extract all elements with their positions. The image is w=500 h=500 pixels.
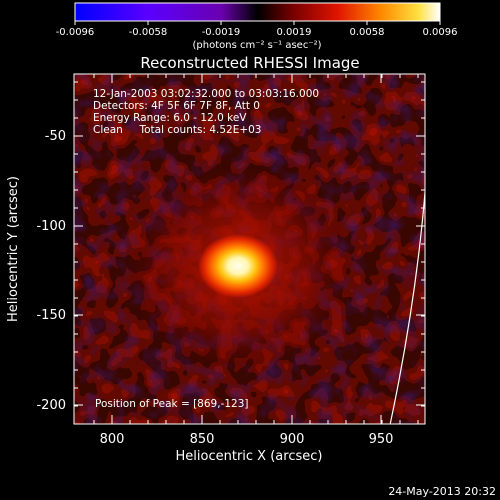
info-clean-counts: Clean Total counts: 4.52E+03 [93,124,262,136]
colorbar-tick-label: -0.0096 [56,27,95,38]
colorbar-tick-label: 0.0058 [350,27,385,38]
plot-title: Reconstructed RHESSI Image [140,54,359,72]
axis-ticks [74,74,425,424]
rhessi-image [74,74,425,424]
timestamp: 24-May-2013 20:32 [388,485,496,498]
x-axis-title: Heliocentric X (arcsec) [176,449,323,464]
peak-position-label: Position of Peak = [869,-123] [95,398,249,410]
info-detectors: Detectors: 4F 5F 6F 7F 8F, Att 0 [93,100,260,112]
y-tick-label: -50 [45,129,66,144]
y-axis-title: Heliocentric Y (arcsec) [6,176,21,322]
colorbar-frame [74,2,441,22]
y-tick-label: -150 [36,308,66,323]
colorbar-tick-label: 0.0019 [277,27,312,38]
y-tick-label: -100 [36,219,66,234]
info-energy-range: Energy Range: 6.0 - 12.0 keV [93,112,247,124]
flare-source [198,234,278,298]
y-tick-label: -200 [36,398,66,413]
colorbar-units-label: (photons cm⁻² s⁻¹ asec⁻²) [192,40,321,51]
colorbar-tick-label: -0.0058 [129,27,168,38]
x-tick-label: 800 [100,432,125,447]
colorbar-tick-label: 0.0096 [423,27,458,38]
plot-frame [73,73,426,425]
x-tick-label: 950 [369,432,394,447]
colorbar [75,3,440,21]
colorbar-ticks: -0.0096 -0.0058 -0.0019 0.0019 0.0058 0.0096 [56,21,458,38]
solar-limb-line [389,185,425,424]
colorbar-tick-label: -0.0019 [202,27,241,38]
x-tick-label: 900 [280,432,305,447]
info-time-range: 12-Jan-2003 03:02:32.000 to 03:03:16.000 [93,88,319,100]
x-tick-label: 850 [190,432,215,447]
